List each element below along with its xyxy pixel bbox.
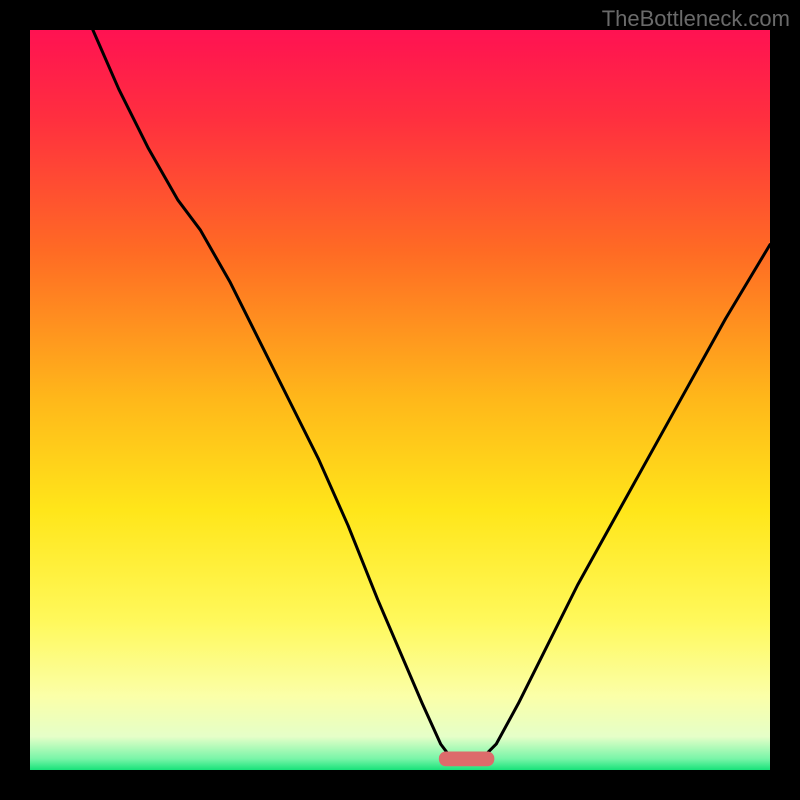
chart-background	[30, 30, 770, 770]
chart-frame: TheBottleneck.com	[0, 0, 800, 800]
optimal-marker	[439, 752, 495, 767]
bottleneck-curve-chart	[0, 0, 800, 800]
watermark-text: TheBottleneck.com	[602, 6, 790, 32]
